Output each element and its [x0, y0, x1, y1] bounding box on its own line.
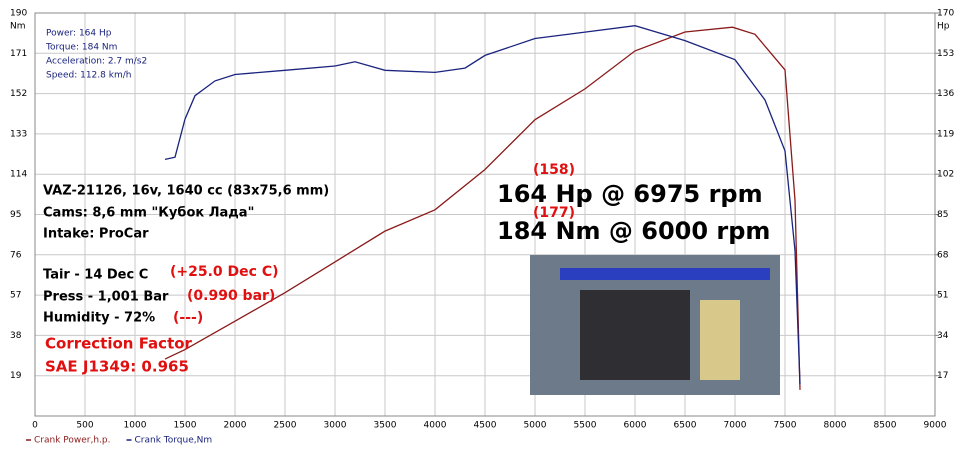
y2-tick-label: 17	[937, 371, 948, 381]
legend-label: Crank Torque,Nm	[135, 436, 213, 446]
y2-tick-label: 102	[937, 170, 954, 180]
x-tick-label: 6500	[674, 421, 697, 431]
spec: Humidity - 72%	[43, 311, 155, 326]
correction: (---)	[173, 310, 203, 326]
x-tick-label: 500	[76, 421, 93, 431]
y-tick-label: 171	[10, 49, 27, 59]
x-tick-label: 1000	[124, 421, 147, 431]
plot-frame	[34, 12, 936, 417]
x-tick-label: 4000	[424, 421, 447, 431]
x-tick-label: 2000	[224, 421, 247, 431]
x-tick-label: 2500	[274, 421, 297, 431]
x-tick-label: 0	[32, 421, 38, 431]
y-unit: Nm	[10, 22, 26, 32]
x-tick-label: 7000	[724, 421, 747, 431]
correction: (+25.0 Dec C)	[170, 264, 279, 280]
x-tick-label: 3500	[374, 421, 397, 431]
peak-text: 184 Nm @ 6000 rpm	[497, 217, 770, 245]
y-tick-label: 57	[10, 291, 21, 301]
spec: Intake: ProCar	[43, 227, 149, 242]
y-tick-label: 152	[10, 89, 27, 99]
peak-note: (158)	[533, 162, 575, 178]
y-tick-label: 114	[10, 170, 27, 180]
y-tick-label: 76	[10, 250, 22, 260]
correction: SAE J1349: 0.965	[45, 358, 189, 376]
x-tick-label: 5000	[524, 421, 547, 431]
y2-tick-label: 153	[937, 49, 954, 59]
spec: Cams: 8,6 mm "Кубок Лада"	[43, 206, 254, 221]
y2-tick-label: 51	[937, 291, 948, 301]
lines	[164, 25, 801, 390]
series-line	[164, 26, 801, 390]
spec: VAZ-21126, 16v, 1640 cc (83x75,6 mm)	[43, 184, 329, 199]
info: Acceleration: 2.7 m/s2	[46, 57, 147, 67]
y2-tick-label: 68	[937, 250, 949, 260]
peak-note: (177)	[533, 205, 575, 221]
x-tick-label: 8000	[824, 421, 847, 431]
x-tick-label: 4500	[474, 421, 497, 431]
x-tick-label: 8500	[874, 421, 897, 431]
y2-tick-label: 34	[937, 331, 949, 341]
y2-tick-label: 170	[937, 9, 954, 19]
correction: Correction Factor	[45, 335, 193, 353]
info: Torque: 184 Nm	[45, 43, 117, 53]
y-tick-label: 190	[10, 9, 27, 19]
y-tick-label: 19	[10, 371, 22, 381]
info: Power: 164 Hp	[46, 29, 112, 39]
y2-tick-label: 136	[937, 89, 954, 99]
grid: 0 500 1000 1500 2000 2500 3000 3500 4000 4500 5000…	[10, 9, 954, 431]
photo-filter	[700, 300, 740, 380]
photo-intake	[580, 290, 690, 380]
spec: Press - 1,001 Bar	[43, 290, 169, 305]
y2-tick-label: 85	[937, 210, 948, 220]
y-tick-label: 133	[10, 129, 27, 139]
y-tick-label: 95	[10, 210, 21, 220]
y-tick-label: 38	[10, 331, 22, 341]
x-tick-label: 9000	[924, 421, 947, 431]
photo-strut-bar	[560, 268, 770, 280]
x-tick-label: 1500	[174, 421, 197, 431]
y2-tick-label: 119	[937, 129, 954, 139]
x-tick-label: 3000	[324, 421, 347, 431]
peak-text: 164 Hp @ 6975 rpm	[497, 180, 763, 208]
spec: Tair - 14 Dec C	[43, 268, 148, 283]
legend-label: Crank Power,h.p.	[34, 436, 111, 446]
x-tick-label: 7500	[774, 421, 797, 431]
x-tick-label: 6000	[624, 421, 647, 431]
correction: (0.990 bar)	[187, 288, 275, 304]
legend: Crank Power,h.p. Crank Torque,Nm	[26, 436, 212, 446]
info: Speed: 112.8 km/h	[46, 71, 131, 81]
x-tick-label: 5500	[574, 421, 597, 431]
series-line	[164, 25, 801, 385]
y2-unit: Hp	[937, 22, 950, 32]
